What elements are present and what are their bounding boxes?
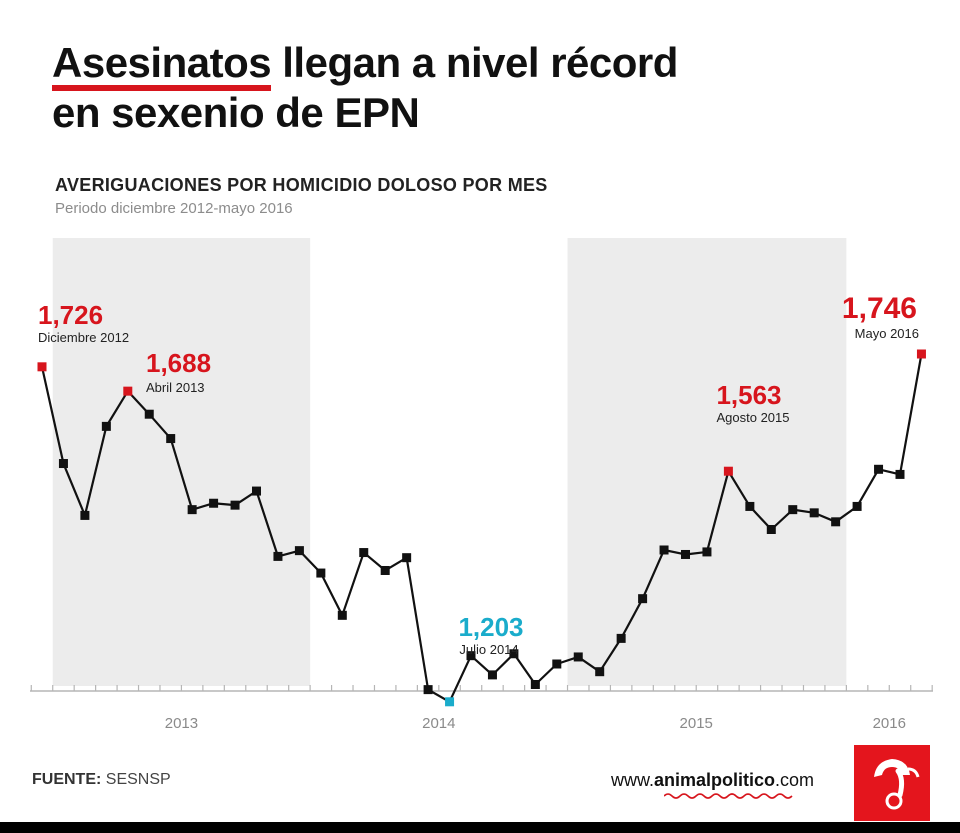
annotation-date-19: Julio 2014 [459,642,518,657]
squiggle-decoration [664,793,793,799]
data-point-nov-2014 [530,679,540,689]
data-point-oct-2013 [252,486,261,496]
annotation-value-4: 1,688 [146,348,211,378]
chart-subtitle: AVERIGUACIONES POR HOMICIDIO DOLOSO POR … [55,175,548,195]
data-point-dic-2012 [37,362,47,372]
year-label-2015: 2015 [680,715,713,732]
chart-period: Periodo diciembre 2012-mayo 2016 [55,200,293,217]
data-point-feb-2014 [337,610,347,620]
x-axis: 2013 2014 2015 2016 [30,685,933,732]
data-point-dic-2015 [809,508,819,518]
data-point-ago-2015 [723,466,733,476]
data-point-sep-2015 [745,501,755,511]
data-point-mar-2013 [101,421,111,431]
animal-politico-logo-icon[interactable] [854,745,930,821]
data-point-oct-2014 [509,649,519,659]
data-point-jun-2013 [166,434,176,444]
data-point-may-2015 [659,545,669,555]
site-brand: animalpolitico [654,770,776,790]
data-point-may-2014 [402,553,412,563]
annotation-date-41: Mayo 2016 [855,326,919,341]
data-point-oct-2015 [766,524,776,534]
data-point-nov-2013 [273,551,283,561]
headline: Asesinatos llegan a nivel récord en sexe… [52,38,678,138]
data-point-abr-2015 [638,594,648,604]
chart-series [37,349,926,707]
year-bands [52,238,847,686]
year-band-1 [567,238,847,686]
data-point-may-2013 [144,409,154,419]
headline-rest: llegan a nivel récord [282,39,678,86]
year-label-2013: 2013 [165,715,198,732]
annotation-value-0: 1,726 [38,300,103,330]
annotation-value-19: 1,203 [458,612,523,642]
annotation-value-32: 1,563 [716,380,781,410]
data-point-may-2016 [916,349,926,359]
year-label-2016: 2016 [873,715,906,732]
source-label: FUENTE: [32,771,102,788]
headline-highlight: Asesinatos [52,39,272,91]
data-point-jul-2013 [187,505,197,515]
year-band-0 [52,238,311,686]
annotation-date-0: Diciembre 2012 [38,330,129,345]
site-prefix: www. [611,770,655,790]
data-point-ago-2014 [466,651,476,661]
data-point-mar-2014 [359,548,369,558]
data-point-ene-2014 [316,568,326,578]
data-point-jul-2014 [445,697,455,707]
headline-line-2: en sexenio de EPN [52,89,420,136]
year-label-2014: 2014 [422,715,455,732]
data-point-ene-2016 [831,517,841,527]
data-point-sep-2013 [230,500,240,510]
source-value: SESNSP [105,771,171,788]
data-point-dic-2013 [294,546,304,556]
site-suffix: .com [775,770,815,790]
data-point-feb-2015 [595,667,605,677]
annotation-value-41: 1,746 [842,292,917,325]
data-point-ene-2015 [573,652,583,662]
data-point-mar-2015 [616,633,626,643]
annotation-date-32: Agosto 2015 [716,410,789,425]
data-point-ene-2013 [58,459,68,469]
data-point-abr-2013 [123,386,133,396]
annotation-date-4: Abril 2013 [146,380,205,395]
data-point-nov-2015 [788,505,798,515]
data-point-mar-2016 [874,464,884,474]
data-point-abr-2014 [380,565,390,575]
data-point-dic-2014 [552,659,562,669]
data-point-jun-2014 [423,685,433,695]
source-note: FUENTE: SESNSP [32,771,171,789]
data-point-jul-2015 [702,547,712,557]
data-point-abr-2016 [895,469,905,479]
data-point-feb-2016 [852,501,862,511]
site-link[interactable]: www.animalpolitico.com [611,770,814,791]
data-point-feb-2013 [80,510,90,520]
data-point-jun-2015 [681,549,690,559]
data-point-ago-2013 [209,498,219,508]
data-point-sep-2014 [487,670,497,680]
